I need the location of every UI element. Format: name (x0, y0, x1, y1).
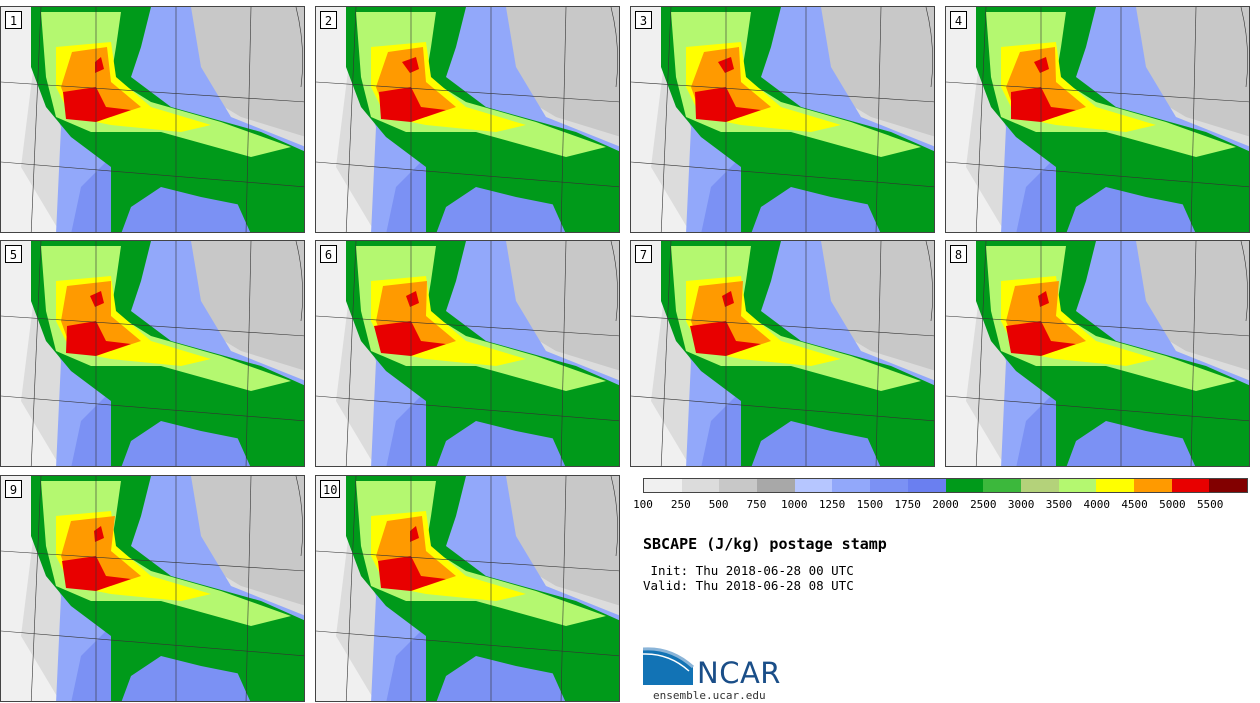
legend-tick-label: 5500 (1196, 498, 1224, 511)
legend-swatch (1096, 479, 1134, 492)
ensemble-member-panel: 9 (0, 475, 305, 702)
member-number-label: 6 (320, 245, 337, 263)
legend-swatch (1058, 479, 1097, 492)
ensemble-member-panel: 10 (315, 475, 620, 702)
legend-tick-label: 250 (670, 498, 691, 511)
site-url: ensemble.ucar.edu (653, 689, 766, 702)
legend-tick-label: 750 (746, 498, 767, 511)
member-number-label: 9 (5, 480, 22, 498)
valid-time: Valid: Thu 2018-06-28 08 UTC (643, 578, 854, 593)
legend-tick-label: 1750 (894, 498, 921, 511)
legend-tick-label: 2500 (970, 498, 997, 511)
legend-tick-label: 3500 (1045, 498, 1073, 511)
legend-swatch (832, 479, 871, 492)
legend-swatch (757, 479, 795, 492)
member-number-label: 3 (635, 11, 652, 29)
legend-tick-label: 5000 (1159, 498, 1186, 511)
legend-tick-label: 1500 (856, 498, 884, 511)
member-number-label: 10 (320, 480, 341, 498)
ensemble-member-panel: 8 (945, 240, 1250, 467)
ncar-logo-text: NCAR (697, 656, 781, 690)
ensemble-member-panel: 5 (0, 240, 305, 467)
legend-swatch (1171, 479, 1210, 492)
legend-swatch (870, 479, 908, 492)
legend-swatch (1209, 479, 1247, 492)
legend-tick-label: 4500 (1121, 498, 1148, 511)
legend-swatch (1020, 479, 1059, 492)
ncar-logo-icon (643, 647, 695, 685)
time-info: Init: Thu 2018-06-28 00 UTC Valid: Thu 2… (643, 563, 854, 593)
ensemble-member-panel: 4 (945, 6, 1250, 233)
legend-tick-label: 1250 (818, 498, 846, 511)
member-number-label: 7 (635, 245, 652, 263)
init-time: Init: Thu 2018-06-28 00 UTC (643, 563, 854, 578)
member-number-label: 1 (5, 11, 22, 29)
legend-tick-label: 3000 (1007, 498, 1035, 511)
member-number-label: 2 (320, 11, 337, 29)
member-number-label: 4 (950, 11, 967, 29)
legend-tick-label: 1000 (781, 498, 808, 511)
legend-swatch (719, 479, 758, 492)
legend-swatch (907, 479, 946, 492)
legend-tick-label: 500 (708, 498, 729, 511)
legend-swatch (681, 479, 720, 492)
legend-swatch (1133, 479, 1172, 492)
color-legend-labels: 100 250 500 750 1000 1250 1500 1750 2000 2500 3000… (633, 498, 1248, 512)
color-legend-bar (643, 478, 1248, 493)
ensemble-member-panel: 2 (315, 6, 620, 233)
legend-tick-label: 2000 (932, 498, 959, 511)
legend-swatch (794, 479, 833, 492)
member-number-label: 8 (950, 245, 967, 263)
legend-tick-label: 4000 (1083, 498, 1111, 511)
legend-swatch (945, 479, 984, 492)
ensemble-member-panel: 6 (315, 240, 620, 467)
legend-swatch (644, 479, 682, 492)
member-number-label: 5 (5, 245, 22, 263)
legend-tick-label: 100 (633, 498, 653, 511)
ensemble-member-panel: 1 (0, 6, 305, 233)
chart-title: SBCAPE (J/kg) postage stamp (643, 535, 887, 553)
ensemble-member-panel: 7 (630, 240, 935, 467)
legend-swatch (983, 479, 1021, 492)
ensemble-member-panel: 3 (630, 6, 935, 233)
